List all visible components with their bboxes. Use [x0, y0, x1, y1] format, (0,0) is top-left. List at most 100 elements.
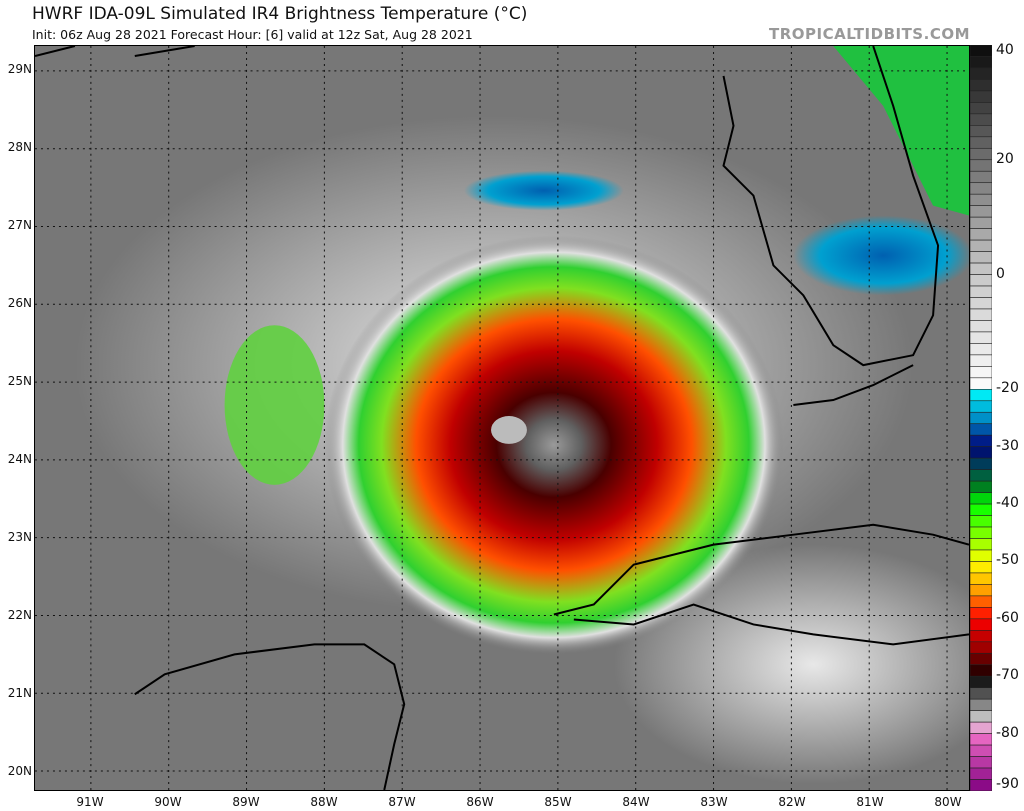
colorbar-segment [970, 113, 992, 126]
colorbar-segment [970, 607, 992, 620]
latitude-label: 23N [7, 530, 32, 544]
brand-logo: TROPICALTIDBITS.COM [769, 25, 970, 43]
colorbar-segment [970, 457, 992, 470]
colorbar-segment [970, 779, 992, 791]
colorbar-segment [970, 170, 992, 184]
graticule [35, 46, 969, 790]
colorbar-segment [970, 79, 992, 92]
colorbar-segment [970, 595, 992, 608]
colorbar-segment [970, 274, 992, 287]
colorbar-segment [970, 630, 992, 643]
colorbar-segment [970, 710, 992, 723]
colorbar-segment [970, 228, 992, 241]
colorbar-label: 0 [996, 265, 1005, 282]
colorbar-segment [970, 147, 992, 161]
colorbar-segment [970, 561, 992, 574]
colorbar-segment [970, 434, 992, 447]
colorbar-segment [970, 664, 992, 677]
colorbar-segment [970, 641, 992, 654]
colorbar-segment [970, 652, 992, 666]
coastlines [35, 46, 969, 790]
longitude-label: 83W [700, 795, 728, 809]
colorbar-segment [970, 411, 992, 425]
colorbar-segment [970, 239, 992, 252]
latitude-label: 21N [7, 686, 32, 700]
colorbar-segment [970, 56, 992, 69]
longitude-label: 91W [76, 795, 104, 809]
longitude-label: 81W [856, 795, 884, 809]
colorbar-segment [970, 354, 992, 367]
colorbar-segment [970, 572, 992, 585]
colorbar-segment [970, 526, 992, 539]
colorbar-label: -20 [996, 380, 1019, 397]
colorbar-label: -70 [996, 667, 1019, 684]
colorbar-segment [970, 721, 992, 734]
colorbar-segment [970, 366, 992, 379]
map-subtitle: Init: 06z Aug 28 2021 Forecast Hour: [6]… [32, 27, 473, 42]
colorbar-segment [970, 515, 992, 528]
colorbar-segment [970, 733, 992, 746]
outer-band-west [224, 325, 325, 485]
colorbar-label: -40 [996, 495, 1019, 512]
longitude-label: 88W [310, 795, 338, 809]
colorbar-segment [970, 193, 992, 206]
colorbar-label: 40 [996, 42, 1014, 58]
colorbar-label: 20 [996, 150, 1014, 167]
colorbar-segment [970, 618, 992, 631]
colorbar-segment [970, 744, 992, 757]
colorbar-segment [970, 675, 992, 689]
colorbar-segment [970, 45, 992, 57]
colorbar-segment [970, 331, 992, 344]
longitude-label: 84W [622, 795, 650, 809]
map-title: HWRF IDA-09L Simulated IR4 Brightness Te… [32, 4, 528, 24]
longitude-label: 90W [154, 795, 182, 809]
colorbar-segment [970, 136, 992, 149]
longitude-label: 82W [778, 795, 806, 809]
colorbar-segment [970, 584, 992, 597]
latitude-label: 20N [7, 764, 32, 778]
colorbar-segment [970, 698, 992, 711]
colorbar-label: -80 [996, 724, 1019, 741]
colorbar-label: -30 [996, 437, 1019, 454]
colorbar-segment [970, 469, 992, 482]
colorbar-segment [970, 320, 992, 333]
colorbar-segment [970, 102, 992, 115]
colorbar-segment [970, 400, 992, 413]
colorbar-segment [970, 767, 992, 780]
colorbar-segment [970, 125, 992, 138]
colorbar [970, 45, 992, 791]
colorbar-segment [970, 503, 992, 516]
colorbar-segment [970, 423, 992, 436]
colorbar-segment [970, 377, 992, 390]
colorbar-segment [970, 389, 992, 402]
colorbar-label: -60 [996, 609, 1019, 626]
colorbar-segment [970, 262, 992, 275]
colorbar-segment [970, 251, 992, 264]
longitude-label: 86W [466, 795, 494, 809]
latitude-label: 28N [7, 140, 32, 154]
colorbar-segment [970, 308, 992, 321]
cold-cloud-north [464, 170, 624, 211]
cold-cloud-fl [793, 215, 969, 296]
longitude-label: 89W [232, 795, 260, 809]
colorbar-segment [970, 538, 992, 551]
latitude-label: 26N [7, 296, 32, 310]
colorbar-segment [970, 756, 992, 769]
colorbar-segment [970, 480, 992, 493]
eye [491, 416, 527, 444]
colorbar-segment [970, 285, 992, 298]
colorbar-segment [970, 205, 992, 218]
latitude-label: 25N [7, 374, 32, 388]
longitude-label: 85W [544, 795, 572, 809]
latitude-label: 29N [7, 62, 32, 76]
satellite-map [34, 45, 970, 791]
colorbar-segment [970, 446, 992, 459]
longitude-label: 80W [934, 795, 962, 809]
hurricane-ida [324, 235, 784, 655]
colorbar-segment [970, 687, 992, 700]
colorbar-segment [970, 216, 992, 229]
colorbar-label: -50 [996, 552, 1019, 569]
colorbar-segment [970, 492, 992, 505]
latitude-label: 27N [7, 218, 32, 232]
longitude-label: 87W [388, 795, 416, 809]
